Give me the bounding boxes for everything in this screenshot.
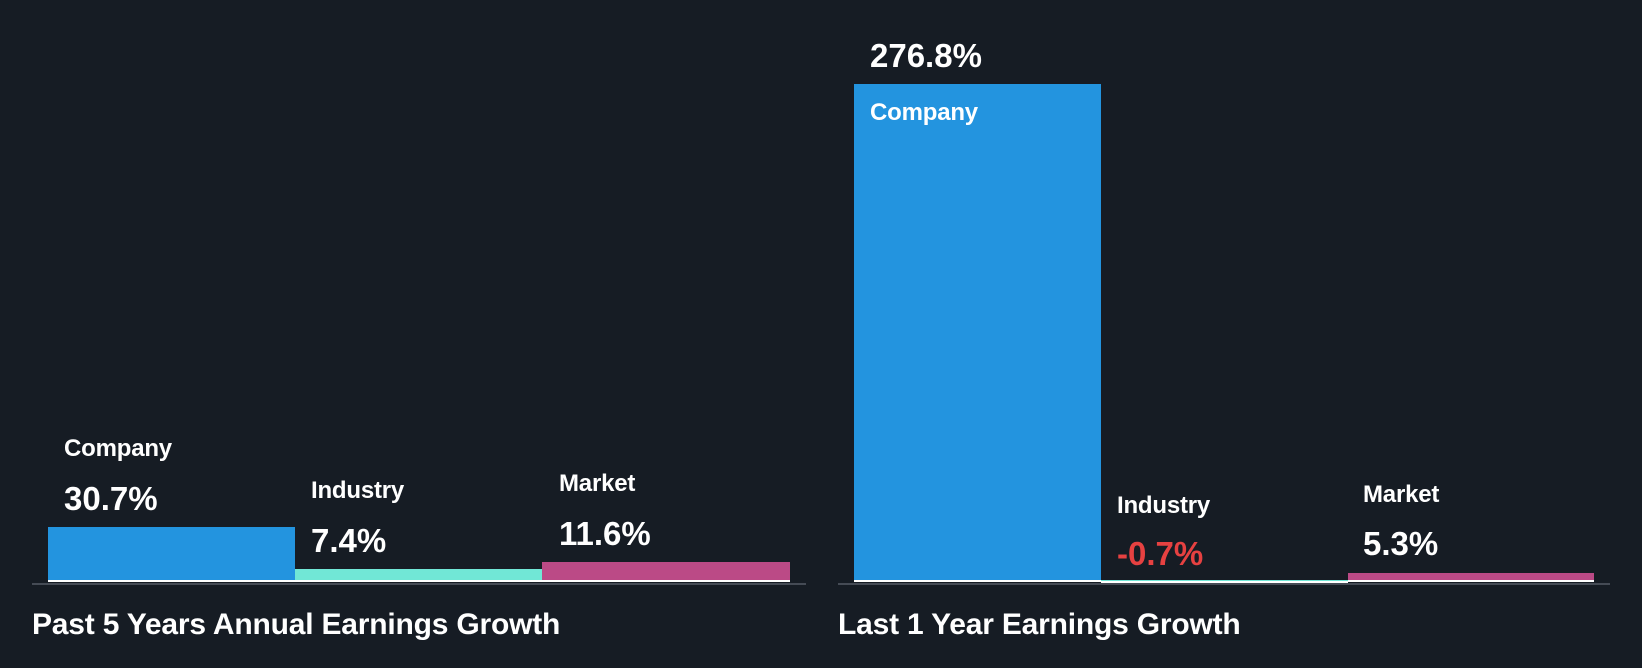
left-market-label: Market: [559, 470, 636, 497]
right-market-value: 5.3%: [1363, 525, 1439, 562]
right-axis-line: [838, 583, 1610, 585]
right-industry-label: Industry: [1117, 492, 1211, 519]
right-company-label: Company: [870, 99, 978, 126]
left-company-value: 30.7%: [64, 480, 158, 517]
left-industry-value: 7.4%: [311, 522, 387, 559]
right-market-bar: [1348, 573, 1594, 582]
left-industry-label: Industry: [311, 477, 405, 504]
left-market-value: 11.6%: [559, 515, 651, 552]
left-company-bar: [48, 527, 295, 582]
right-company-bar: [854, 84, 1101, 582]
left-axis-line: [32, 583, 806, 585]
right-company-value: 276.8%: [870, 37, 982, 74]
right-industry-value: -0.7%: [1117, 535, 1204, 572]
left-company-label: Company: [64, 435, 172, 462]
left-chart-title: Past 5 Years Annual Earnings Growth: [32, 608, 561, 641]
right-industry-bar: [1101, 580, 1348, 583]
right-chart-title: Last 1 Year Earnings Growth: [838, 608, 1241, 641]
left-market-bar: [542, 562, 790, 582]
left-industry-bar: [295, 569, 542, 582]
right-market-label: Market: [1363, 481, 1440, 508]
